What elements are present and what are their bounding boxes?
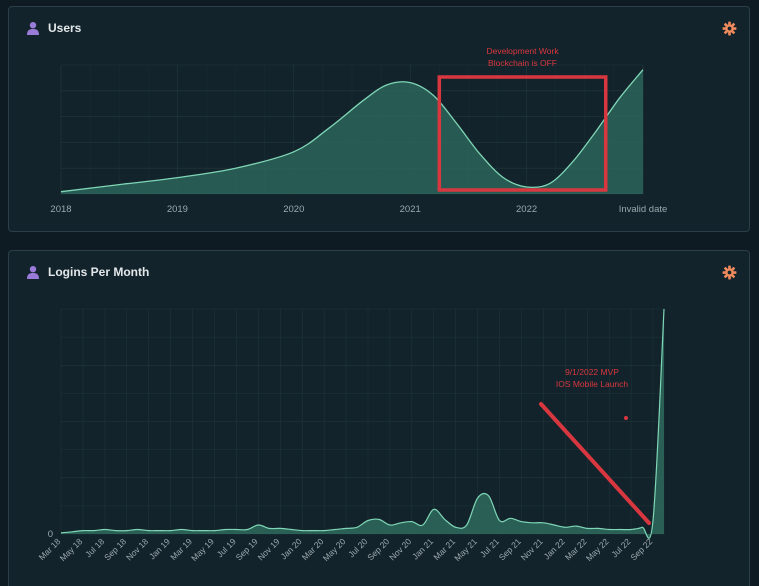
users-chart: 2018 2019 2020 2021 2022 Invalid date Developm… — [50, 46, 668, 215]
logins-x-tick-label: Nov 20 — [387, 536, 413, 562]
logins-panel-header: Logins Per Month — [9, 251, 749, 291]
users-annotation-label: Development Work — [486, 46, 559, 56]
logins-annotation-label: 9/1/2022 MVP — [565, 367, 619, 377]
logins-x-tick-label: May 18 — [58, 536, 85, 563]
logins-x-tick-label: Sep 22 — [628, 536, 654, 562]
users-x-tick-label: 2021 — [400, 204, 421, 215]
logins-annotation-arrow — [539, 402, 651, 525]
users-x-tick-label: 2019 — [167, 204, 188, 215]
logins-x-tick-label: Jan 22 — [542, 536, 567, 561]
logins-x-tick-label: Sep 18 — [102, 536, 128, 562]
users-area — [61, 69, 643, 194]
user-icon — [27, 22, 39, 35]
logins-y-tick-label: 0 — [48, 529, 53, 540]
logins-x-tick-label: Jan 21 — [410, 536, 435, 561]
logins-x-tick-label: Nov 18 — [124, 536, 150, 562]
logins-x-tick-label: Nov 19 — [256, 536, 282, 562]
user-icon — [27, 266, 39, 279]
users-annotation-label: Blockchain is OFF — [488, 58, 557, 68]
logins-x-tick-label: May 21 — [452, 536, 479, 563]
logins-panel: Logins Per Month 0 Mar 18 May 18 Jul 18 Sep … — [8, 250, 750, 586]
users-x-tick-label: 2022 — [516, 204, 537, 215]
users-panel-title: Users — [48, 21, 82, 35]
users-x-tick-label: 2020 — [283, 204, 304, 215]
logins-x-tick-label: Sep 21 — [497, 536, 523, 562]
users-line — [60, 69, 644, 193]
logins-panel-title: Logins Per Month — [48, 265, 150, 279]
logins-line — [60, 308, 665, 539]
users-annotation-box — [437, 75, 608, 192]
logins-area — [61, 309, 664, 539]
logins-x-tick-label: May 22 — [584, 536, 611, 563]
gear-icon[interactable] — [722, 265, 737, 280]
logins-x-tick-label: May 20 — [321, 536, 348, 563]
users-panel: Users 2018 2019 2020 2021 2022 Invalid date De… — [8, 6, 750, 232]
logins-x-tick-label: Nov 21 — [519, 536, 545, 562]
logins-grid — [60, 308, 665, 535]
gear-icon[interactable] — [722, 21, 737, 36]
logins-annotation-label: IOS Mobile Launch — [556, 379, 629, 389]
logins-annotation-dot — [624, 416, 628, 420]
users-x-tick-label: 2018 — [50, 204, 71, 215]
logins-x-tick-label: May 19 — [189, 536, 216, 563]
logins-x-tick-label: Sep 19 — [234, 536, 260, 562]
logins-x-tick-label: Jan 19 — [147, 536, 172, 561]
logins-x-tick-label: Jan 20 — [278, 536, 303, 561]
logins-x-tick-label: Sep 20 — [365, 536, 391, 562]
users-x-tick-label: Invalid date — [619, 204, 668, 215]
users-panel-header: Users — [9, 7, 749, 47]
